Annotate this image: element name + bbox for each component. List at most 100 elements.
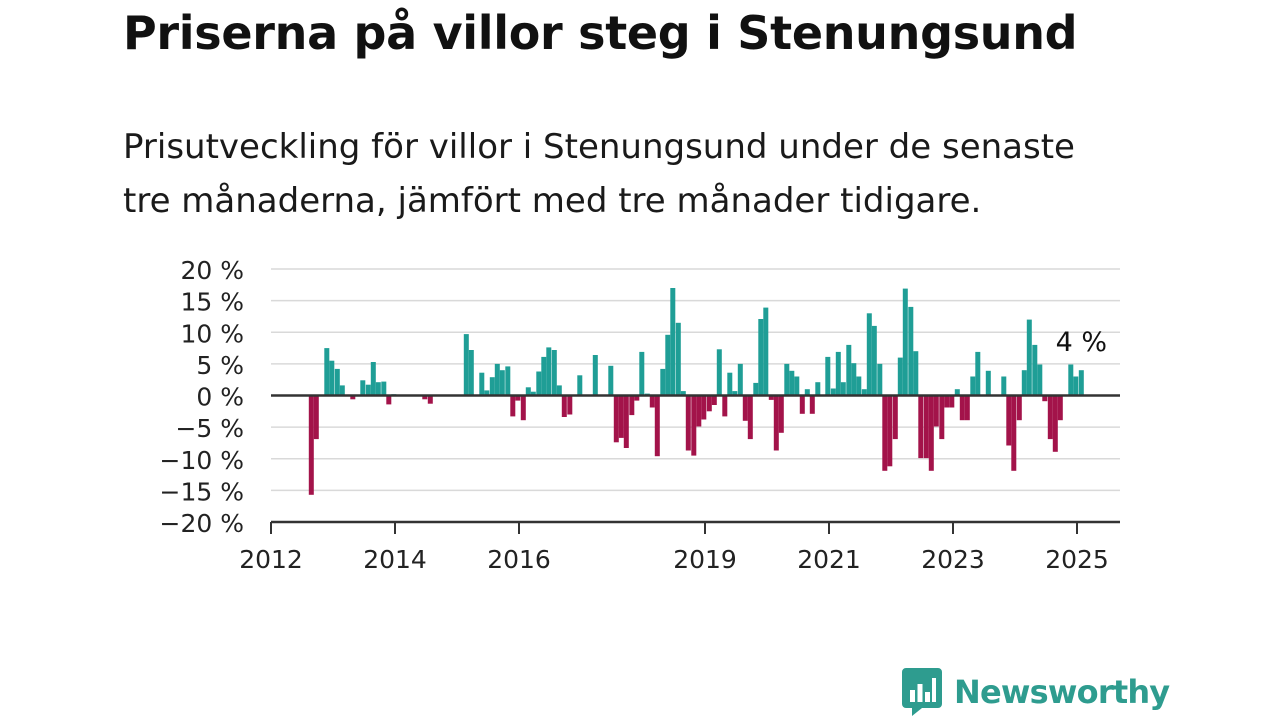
bar — [928, 395, 934, 471]
bar — [546, 347, 552, 396]
bar — [737, 363, 743, 396]
newsworthy-logo-icon — [902, 668, 942, 716]
bar — [975, 351, 981, 396]
bar — [670, 288, 676, 396]
bar — [680, 391, 686, 396]
bar — [479, 372, 485, 396]
bar — [773, 395, 779, 451]
bar — [747, 395, 753, 440]
latest-value-label: 4 % — [1056, 327, 1107, 358]
bar — [840, 382, 846, 396]
bar — [1021, 370, 1027, 396]
y-tick-label: 5 % — [196, 351, 244, 380]
bar — [696, 395, 702, 427]
bar — [334, 368, 340, 396]
bar — [732, 391, 738, 396]
x-tick-label: 2019 — [673, 545, 737, 574]
bar — [985, 370, 991, 396]
bar — [386, 395, 392, 405]
bar — [908, 306, 914, 396]
bar — [639, 351, 645, 396]
bar — [510, 395, 516, 417]
bar — [825, 356, 831, 396]
bar — [789, 370, 795, 396]
bar — [815, 382, 821, 396]
y-tick-label: −15 % — [160, 477, 244, 506]
bar — [427, 395, 433, 404]
bar — [944, 395, 950, 408]
bar — [933, 395, 939, 427]
bar — [742, 395, 748, 421]
bar — [716, 349, 722, 396]
bar — [360, 380, 366, 396]
bar — [887, 395, 893, 467]
bar — [763, 307, 769, 396]
bar — [623, 395, 629, 448]
x-tick-label: 2016 — [487, 545, 551, 574]
brand-name: Newsworthy — [954, 673, 1170, 711]
bar — [722, 395, 728, 417]
bar — [551, 350, 557, 396]
bar — [701, 395, 707, 420]
bar — [809, 395, 815, 414]
bar — [851, 363, 857, 396]
bars — [308, 288, 1084, 495]
bar — [871, 325, 877, 396]
bar — [499, 370, 505, 396]
bar — [804, 389, 810, 396]
bar — [350, 395, 356, 400]
bar — [1068, 364, 1074, 396]
bar — [556, 385, 562, 396]
bar — [835, 351, 841, 396]
chart-subtitle: Prisutveckling för villor i Stenungsund … — [123, 127, 1075, 221]
bar — [567, 395, 573, 415]
bar — [1011, 395, 1017, 471]
y-tick-label: 10 % — [180, 319, 244, 348]
y-tick-label: −5 % — [175, 414, 244, 443]
bar — [706, 395, 712, 412]
bar — [484, 390, 490, 396]
bar — [861, 389, 867, 396]
y-tick-label: 0 % — [196, 383, 244, 412]
bar — [536, 371, 542, 396]
bar — [784, 363, 790, 396]
bar — [375, 382, 381, 396]
y-tick-label: −10 % — [160, 446, 244, 475]
bar — [525, 387, 531, 396]
bar — [939, 395, 945, 440]
bar — [329, 360, 335, 396]
bar — [489, 377, 495, 396]
y-tick-label: 15 % — [180, 288, 244, 317]
chart-title: Priserna på villor steg i Stenungsund — [123, 6, 1078, 60]
bar — [856, 376, 862, 396]
bar — [949, 395, 955, 408]
bar — [530, 391, 536, 396]
bar — [618, 395, 624, 438]
bar — [902, 288, 908, 396]
x-tick-label: 2014 — [363, 545, 427, 574]
bar — [381, 381, 387, 396]
bar — [1006, 395, 1012, 446]
newsworthy-brand: Newsworthy — [902, 668, 1170, 716]
bar — [365, 384, 371, 396]
bar — [634, 395, 640, 401]
bar — [324, 348, 330, 396]
bar — [778, 395, 784, 433]
bar — [1001, 376, 1007, 396]
bar — [592, 355, 598, 396]
bar — [1047, 395, 1053, 440]
bar — [758, 319, 764, 396]
x-tick-label: 2021 — [797, 545, 861, 574]
bar — [541, 356, 547, 396]
bar — [468, 350, 474, 396]
bar — [877, 363, 883, 396]
bar — [1032, 344, 1038, 396]
bar — [339, 385, 345, 396]
bar — [308, 395, 314, 495]
bar — [685, 395, 691, 451]
bar — [753, 382, 759, 396]
bar — [959, 395, 965, 421]
bar — [422, 395, 428, 400]
bar — [675, 322, 681, 396]
